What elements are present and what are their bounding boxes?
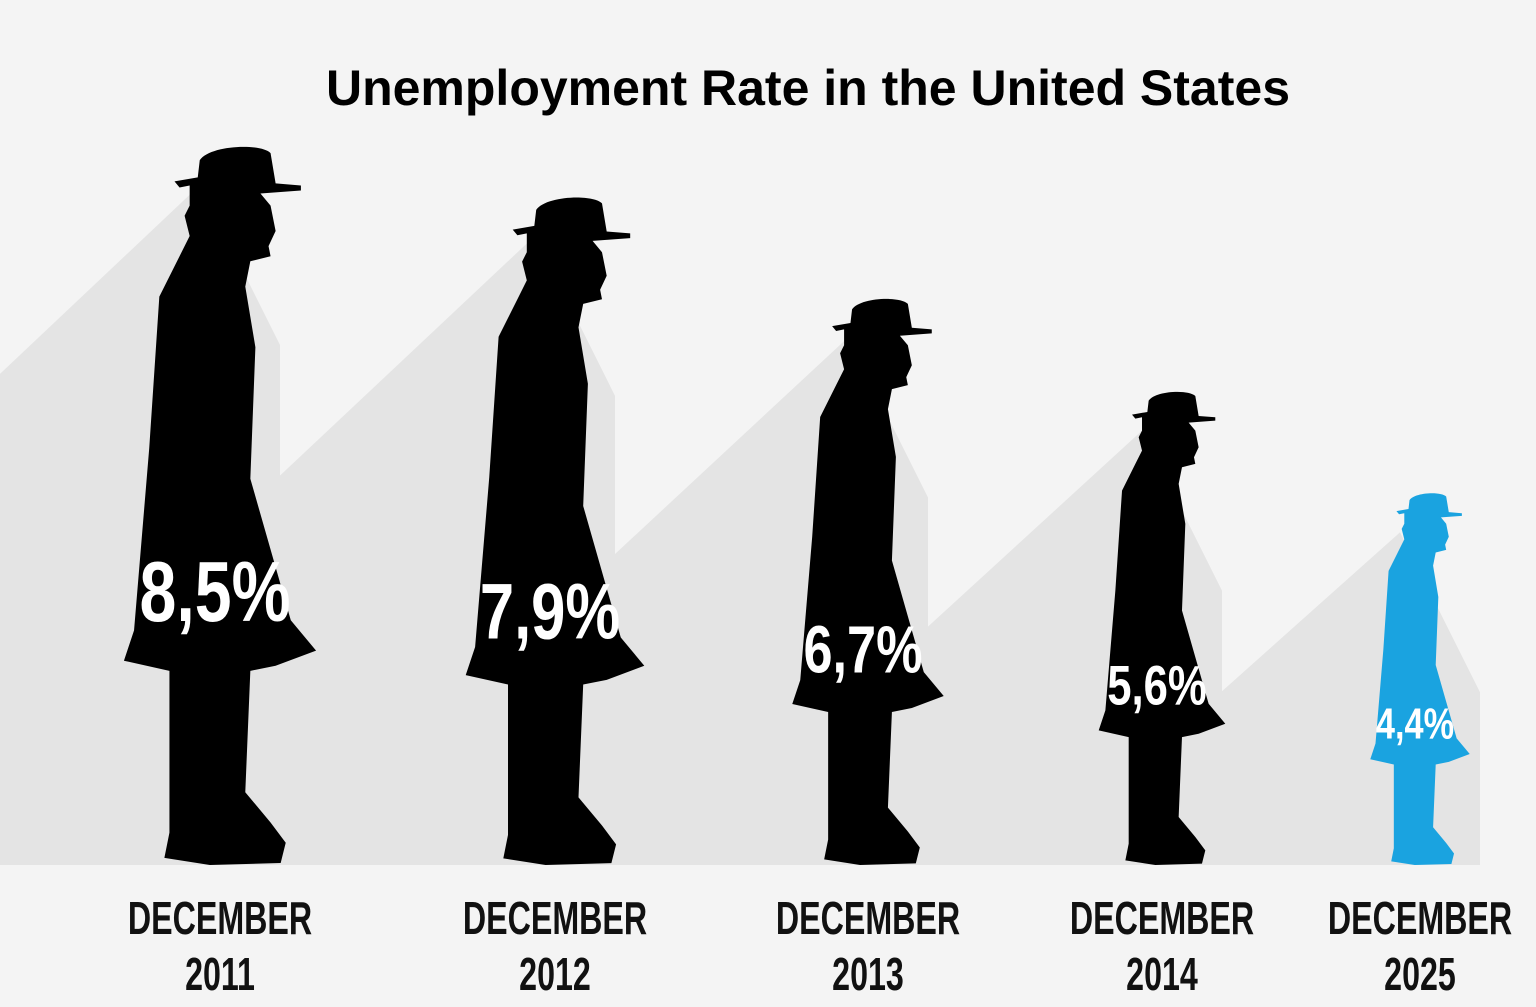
chart-title: Unemployment Rate in the United States — [326, 60, 1290, 116]
value-label-group: 7,9% — [480, 568, 620, 656]
category-label: DECEMBER 2014 — [1069, 892, 1255, 1000]
value-label: 5,6% — [1107, 654, 1206, 716]
value-label-group: 5,6% — [1107, 654, 1206, 716]
figure — [1098, 391, 1226, 866]
category-label: DECEMBER 2011 — [127, 892, 313, 1000]
category-label: DECEMBER 2013 — [775, 892, 961, 1000]
value-label-group: 4,4% — [1376, 700, 1454, 749]
value-label-group: 8,5% — [140, 545, 291, 640]
figure — [465, 197, 645, 866]
value-label: 8,5% — [140, 545, 291, 640]
value-label: 4,4% — [1376, 700, 1454, 749]
figure — [1370, 493, 1470, 865]
figure — [792, 298, 944, 865]
figure — [123, 146, 317, 866]
value-label: 7,9% — [480, 568, 620, 656]
category-label: DECEMBER 2025 — [1327, 892, 1513, 1000]
value-label: 6,7% — [803, 612, 922, 687]
shadow — [667, 430, 1222, 865]
value-label-group: 6,7% — [803, 612, 922, 687]
category-label: DECEMBER 2012 — [462, 892, 648, 1000]
